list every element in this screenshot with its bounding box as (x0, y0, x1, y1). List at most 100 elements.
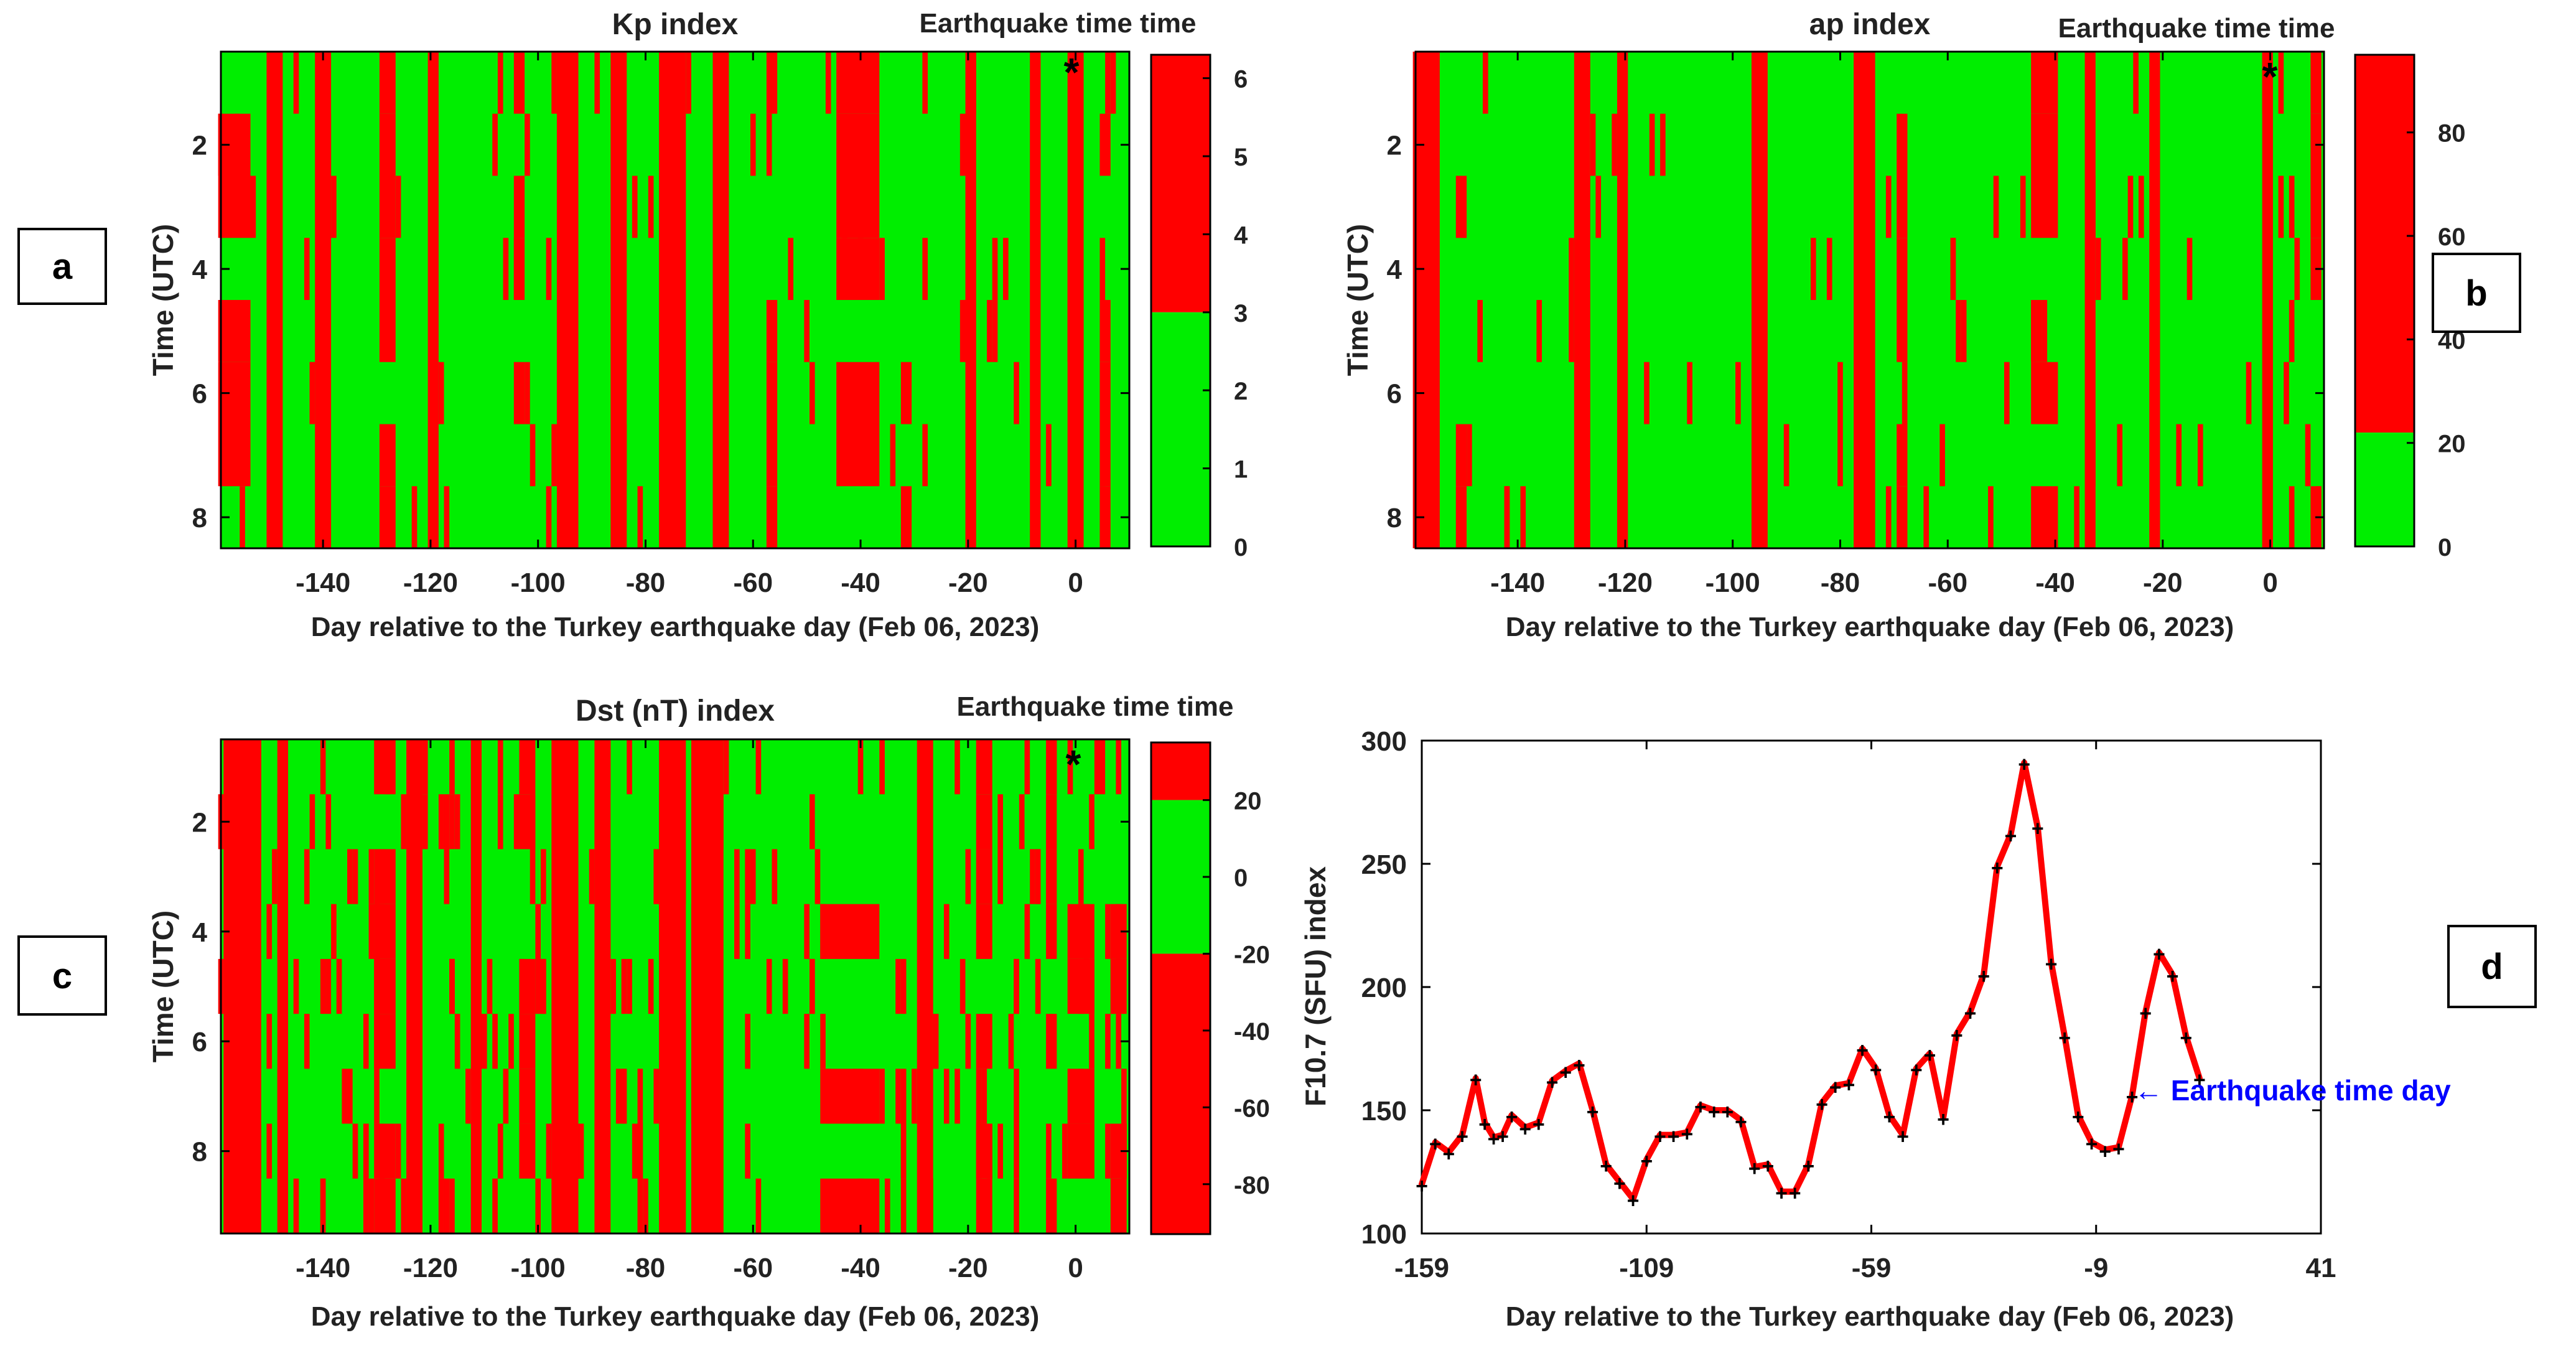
dst-disturbed-cell (825, 1069, 831, 1124)
kp-disturbed-cell (900, 486, 912, 548)
panel-label-b: b (2432, 253, 2521, 333)
dst-disturbed-cell (1035, 958, 1041, 1014)
dst-disturbed-cell (1105, 904, 1111, 959)
dst-disturbed-cell (691, 1069, 697, 1124)
f107-data-point: + (2072, 1105, 2084, 1129)
dst-disturbed-cell (707, 904, 713, 959)
dst-disturbed-cell (1078, 1069, 1084, 1124)
ap-earthquake-marker: * (2262, 54, 2278, 99)
ap-subtitle: Earthquake time time (2058, 13, 2335, 44)
dst-disturbed-cell (363, 1014, 369, 1069)
kp-disturbed-cell (411, 486, 418, 548)
ap-disturbed-cell (1461, 176, 1467, 238)
kp-disturbed-band (427, 52, 439, 548)
kp-disturbed-cell (1099, 424, 1111, 487)
dst-disturbed-cell (922, 1123, 928, 1179)
f107-y-tick-label: 150 (1361, 1096, 1407, 1126)
f107-data-point: + (2058, 1026, 2071, 1050)
ap-colorbar-disturbed (2355, 55, 2414, 433)
ap-disturbed-band (1854, 52, 1875, 548)
kp-colorbar-quiet (1151, 312, 1210, 546)
kp-disturbed-cell (836, 52, 880, 114)
f107-series-line (1419, 759, 2203, 1202)
dst-disturbed-cell (895, 1069, 901, 1124)
kp-disturbed-cell (766, 486, 778, 548)
kp-disturbed-cell (594, 52, 600, 114)
dst-disturbed-cell (556, 1123, 562, 1179)
ap-y-axis-label: Time (UTC) (1342, 224, 1374, 377)
dst-disturbed-cell (508, 1014, 514, 1069)
ap-disturbed-cell (2262, 52, 2268, 114)
f107-y-tick-label: 300 (1361, 726, 1407, 757)
kp-x-axis-label: Day relative to the Turkey earthquake da… (311, 612, 1040, 642)
dst-disturbed-cell (976, 904, 992, 959)
dst-y-ticks: 2 4 6 8 (192, 807, 1129, 1168)
dst-disturbed-cell (320, 739, 326, 795)
kp-disturbed-cell (395, 176, 401, 238)
dst-disturbed-cell (1035, 849, 1041, 904)
dst-y-tick-label: 6 (192, 1027, 207, 1057)
dst-disturbed-cell (449, 958, 455, 1014)
kp-disturbed-cell (1105, 52, 1111, 114)
f107-data-point: + (1775, 1182, 1788, 1205)
ap-disturbed-cell (1504, 486, 1510, 548)
panel-label-d-text: d (2481, 947, 2503, 987)
dst-disturbed-cell (1078, 849, 1084, 904)
kp-plot-frame (220, 50, 1131, 550)
ap-heatmap-cells (1412, 52, 2324, 548)
ap-disturbed-cell (2031, 486, 2058, 548)
ap-disturbed-cell (1810, 238, 1816, 300)
panel-label-a: a (17, 228, 107, 305)
dst-disturbed-cell (997, 849, 1003, 904)
f107-data-point: + (2045, 952, 2058, 976)
dst-disturbed-cell (900, 1178, 907, 1233)
f107-x-tick-label: -109 (1619, 1253, 1674, 1283)
ap-disturbed-cell (2310, 52, 2322, 114)
dst-disturbed-cell (1094, 739, 1100, 795)
ap-disturbed-cell (1993, 176, 1999, 238)
ap-disturbed-cell (2246, 362, 2252, 424)
f107-data-point: + (1708, 1100, 1720, 1124)
ap-disturbed-cell (1902, 362, 1908, 424)
dst-disturbed-cell (954, 1069, 960, 1124)
dst-disturbed-cell (535, 958, 541, 1014)
dst-disturbed-cell (976, 1069, 982, 1124)
ap-disturbed-cell (1950, 238, 1956, 300)
ap-plot-frame (1414, 50, 2325, 550)
dst-disturbed-cell (745, 904, 750, 959)
dst-disturbed-cell (240, 794, 245, 850)
dst-disturbed-cell (277, 1069, 283, 1124)
kp-disturbed-cell (766, 300, 778, 362)
f107-data-point: + (1668, 1125, 1680, 1149)
kp-y-tick-label: 4 (192, 255, 208, 285)
dst-disturbed-cell (449, 1178, 455, 1233)
f107-data-point: + (2139, 1002, 2152, 1026)
ap-disturbed-cell (1826, 238, 1832, 300)
dst-disturbed-cell (438, 1123, 444, 1179)
kp-disturbed-cell (1099, 362, 1111, 424)
dst-disturbed-cell (1116, 904, 1122, 959)
dst-disturbed-cell (1083, 904, 1090, 959)
kp-colorbar-tick-label: 3 (1234, 300, 1248, 327)
kp-disturbed-cell (444, 486, 450, 548)
dst-disturbed-cell (567, 1069, 573, 1124)
panel-dst: Dst (nT) index Earthquake time time * -1… (147, 691, 1270, 1332)
ap-disturbed-cell (1751, 238, 1757, 300)
dst-disturbed-cell (976, 1178, 992, 1233)
dst-disturbed-cell (600, 794, 605, 850)
kp-disturbed-cell (992, 300, 998, 362)
ap-disturbed-cell (1897, 238, 1908, 300)
kp-disturbed-cell (546, 238, 552, 300)
dst-disturbed-cell (374, 904, 380, 959)
dst-disturbed-cell (352, 1123, 358, 1179)
f107-x-ticks: -159 -109 -59 -9 41 (1394, 741, 2336, 1283)
dst-x-axis-label: Day relative to the Turkey earthquake da… (311, 1301, 1040, 1332)
ap-disturbed-cell (1660, 113, 1666, 176)
dst-disturbed-cell (422, 794, 428, 850)
dst-disturbed-cell (497, 794, 503, 850)
ap-disturbed-cell (2310, 176, 2322, 238)
kp-disturbed-cell (804, 300, 810, 362)
ap-disturbed-cell (1923, 486, 1930, 548)
kp-disturbed-cell (1099, 300, 1111, 362)
ap-disturbed-cell (1482, 52, 1488, 114)
